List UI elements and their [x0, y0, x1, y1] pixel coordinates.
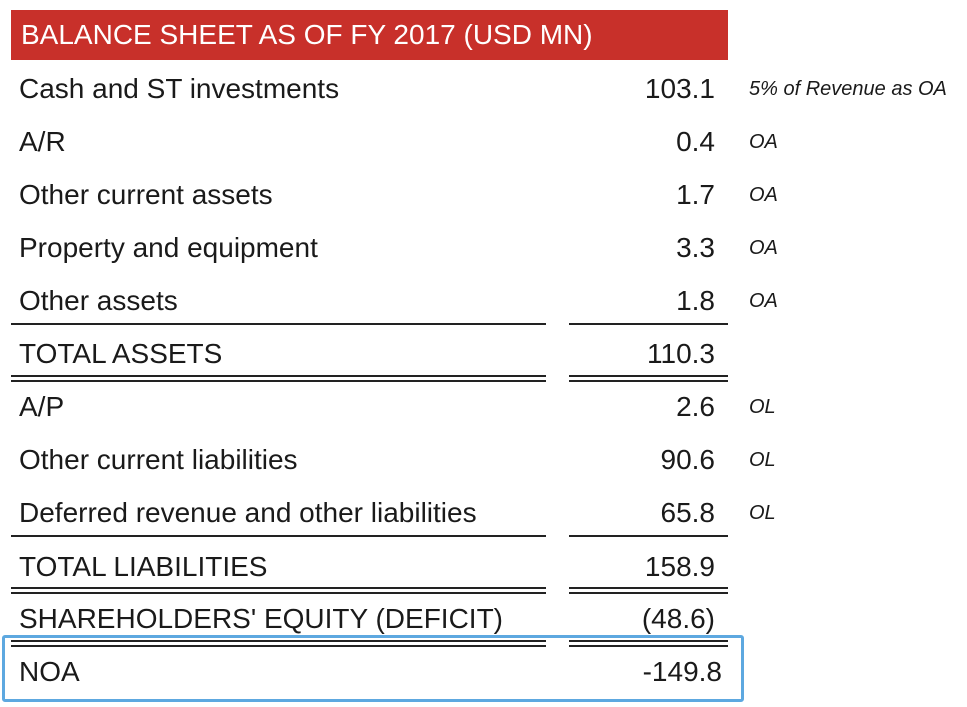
row-value: 1.7 — [676, 179, 715, 210]
row-value: 0.4 — [676, 126, 715, 157]
subtotal-rule-value — [569, 535, 728, 537]
total-row: SHAREHOLDERS' EQUITY (DEFICIT) (48.6) — [0, 592, 967, 645]
noa-highlight-box — [2, 635, 744, 702]
table-row: Cash and ST investments 103.1 5% of Reve… — [0, 62, 967, 115]
row-label: A/R — [19, 126, 66, 157]
row-label: Cash and ST investments — [19, 73, 340, 104]
noa-row: NOA -149.8 — [0, 645, 967, 698]
total-double-rule-value — [569, 375, 728, 382]
subtotal-rule-value — [569, 323, 728, 325]
table-row: Other current liabilities 90.6 OL — [0, 433, 967, 486]
row-label: Property and equipment — [19, 232, 318, 263]
row-value: (48.6) — [641, 603, 715, 634]
total-row: TOTAL LIABILITIES 158.9 — [0, 540, 967, 593]
row-note: OL — [749, 396, 776, 418]
row-value: 90.6 — [660, 444, 716, 475]
subtotal-rule-label — [11, 535, 546, 537]
row-note: OA — [749, 237, 778, 259]
row-label: Other assets — [19, 285, 178, 316]
table-header: BALANCE SHEET AS OF FY 2017 (USD MN) — [11, 10, 728, 60]
row-note: OA — [749, 290, 778, 312]
row-label: TOTAL LIABILITIES — [19, 551, 268, 582]
row-note: 5% of Revenue as OA — [749, 78, 947, 100]
row-label: Other current liabilities — [19, 444, 298, 475]
row-note: OA — [749, 131, 778, 153]
table-row: A/R 0.4 OA — [0, 115, 967, 168]
table-row: Other assets 1.8 OA — [0, 274, 967, 327]
total-double-rule-label — [11, 587, 546, 594]
total-double-rule-value — [569, 640, 728, 647]
row-note: OA — [749, 184, 778, 206]
row-note: OL — [749, 502, 776, 524]
table-row: A/P 2.6 OL — [0, 380, 967, 433]
row-value: 103.1 — [644, 73, 715, 104]
total-double-rule-label — [11, 640, 546, 647]
row-value: 110.3 — [647, 338, 715, 369]
row-value: -149.8 — [642, 656, 722, 687]
row-value: 2.6 — [676, 391, 715, 422]
total-double-rule-label — [11, 375, 546, 382]
row-label: Deferred revenue and other liabilities — [19, 497, 477, 528]
table-title: BALANCE SHEET AS OF FY 2017 (USD MN) — [21, 19, 593, 50]
table-row: Other current assets 1.7 OA — [0, 168, 967, 221]
table-row: Deferred revenue and other liabilities 6… — [0, 486, 967, 539]
table-row: Property and equipment 3.3 OA — [0, 221, 967, 274]
row-label: A/P — [19, 391, 65, 422]
subtotal-rule-label — [11, 323, 546, 325]
row-label: TOTAL ASSETS — [19, 338, 223, 369]
row-label: NOA — [19, 656, 80, 687]
row-value: 158.9 — [644, 551, 715, 582]
row-note: OL — [749, 449, 776, 471]
total-double-rule-value — [569, 587, 728, 594]
row-value: 3.3 — [676, 232, 715, 263]
row-value: 65.8 — [660, 497, 716, 528]
total-row: TOTAL ASSETS 110.3 — [0, 327, 967, 380]
row-value: 1.8 — [676, 285, 715, 316]
row-label: Other current assets — [19, 179, 273, 210]
row-label: SHAREHOLDERS' EQUITY (DEFICIT) — [19, 603, 503, 634]
